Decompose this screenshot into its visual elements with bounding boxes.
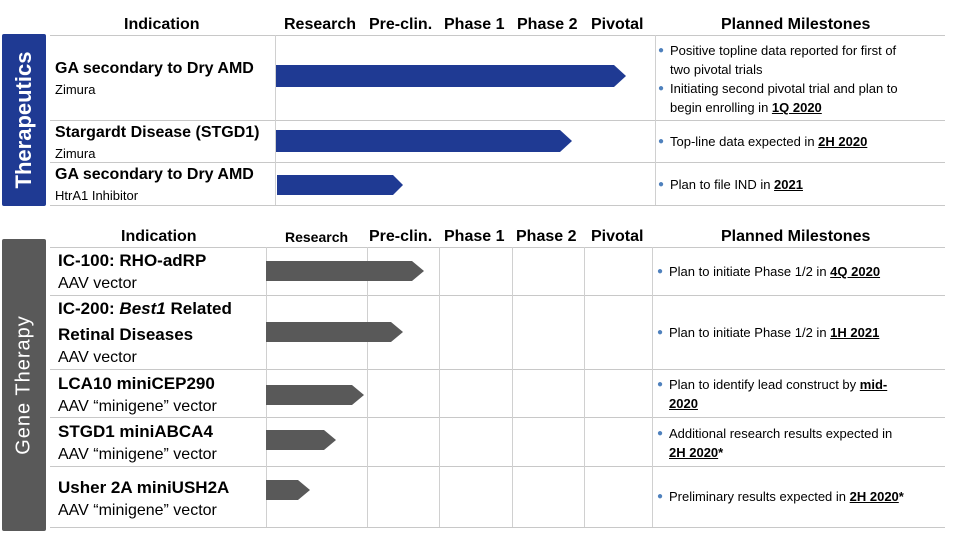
divider <box>50 369 945 370</box>
indication-subtitle: AAV “minigene” vector <box>58 502 217 519</box>
progress-arrow <box>266 385 364 405</box>
therapeutics-pivotal-header: Pivotal <box>591 16 644 33</box>
milestone-date: 2H 2020 <box>849 489 899 504</box>
gene-phase1-header: Phase 1 <box>444 228 505 245</box>
indication-subtitle: Zimura <box>55 146 96 161</box>
milestone-item: ● Plan to identify lead construct by mid… <box>657 377 888 411</box>
gene-milestones-header: Planned Milestones <box>721 228 871 245</box>
bullet-icon: ● <box>657 491 664 502</box>
indication-title: Usher 2A miniUSH2A <box>58 478 230 497</box>
divider <box>50 295 945 296</box>
indication-subtitle: AAV “minigene” vector <box>58 398 217 415</box>
indication-title: Stargardt Disease (STGD1) <box>55 124 260 141</box>
bullet-icon: ● <box>658 83 665 94</box>
bullet-icon: ● <box>657 428 664 439</box>
divider <box>439 247 440 527</box>
gene-indication-header: Indication <box>121 228 197 245</box>
therapeutics-section-label: Therapeutics <box>2 34 46 206</box>
bullet-icon: ● <box>658 136 665 147</box>
divider <box>50 120 945 121</box>
therapeutics-phase1-header: Phase 1 <box>444 16 505 33</box>
indication-title: IC-100: RHO-adRP <box>58 251 207 270</box>
divider <box>50 247 945 248</box>
indication-title: GA secondary to Dry AMD <box>55 166 254 183</box>
indication-title: GA secondary to Dry AMD <box>55 60 254 77</box>
milestone-date: mid- <box>859 377 888 392</box>
divider <box>512 247 513 527</box>
divider <box>50 35 945 36</box>
therapeutics-preclin-header: Pre-clin. <box>369 16 433 33</box>
progress-arrow <box>266 480 310 500</box>
bullet-icon: ● <box>658 179 665 190</box>
divider <box>652 247 653 527</box>
therapeutics-phase2-header: Phase 2 <box>517 16 578 33</box>
bullet-icon: ● <box>657 327 664 338</box>
bullet-icon: ● <box>657 266 664 277</box>
indication-title: LCA10 miniCEP290 <box>58 374 215 393</box>
milestone-item: ● Top-line data expected in 2H 2020 <box>658 134 868 149</box>
gene-preclin-header: Pre-clin. <box>369 228 433 245</box>
indication-title: IC-200: Best1 Related <box>58 299 232 318</box>
milestone-item: ● Positive topline data reported for fir… <box>658 43 897 77</box>
divider <box>367 247 368 527</box>
milestone-item: ● Preliminary results expected in 2H 202… <box>657 489 904 504</box>
gene-research-header: Research <box>285 229 349 245</box>
therapeutics-indication-header: Indication <box>124 16 200 33</box>
milestone-date: 2020 <box>669 396 698 411</box>
progress-arrow <box>266 261 424 281</box>
gene-phase2-header: Phase 2 <box>516 228 577 245</box>
gene-therapy-section-label: Gene Therapy <box>2 239 46 531</box>
divider <box>50 205 945 206</box>
bullet-icon: ● <box>657 379 664 390</box>
indication-subtitle: AAV vector <box>58 275 137 292</box>
therapeutics-milestones-header: Planned Milestones <box>721 16 871 33</box>
progress-arrow <box>266 322 403 342</box>
indication-subtitle: AAV vector <box>58 349 137 366</box>
indication-subtitle: HtrA1 Inhibitor <box>55 188 139 203</box>
milestone-item: ● Initiating second pivotal trial and pl… <box>658 81 898 115</box>
progress-arrow <box>266 430 336 450</box>
divider <box>275 35 276 205</box>
milestone-date: 1H 2021 <box>830 325 880 340</box>
gene-pivotal-header: Pivotal <box>591 228 644 245</box>
milestone-date: 2H 2020 <box>669 445 719 460</box>
divider <box>50 417 945 418</box>
milestone-item: ● Plan to file IND in 2021 <box>658 177 803 192</box>
therapeutics-research-header: Research <box>284 16 357 33</box>
milestone-date: 4Q 2020 <box>830 264 881 279</box>
divider <box>655 35 656 205</box>
milestone-date: 2021 <box>774 177 803 192</box>
indication-subtitle: AAV “minigene” vector <box>58 446 217 463</box>
milestone-item: ● Plan to initiate Phase 1/2 in 1H 2021 <box>657 325 880 340</box>
divider <box>50 162 945 163</box>
divider <box>50 466 945 467</box>
divider <box>584 247 585 527</box>
divider <box>50 527 945 528</box>
milestone-item: ● Plan to initiate Phase 1/2 in 4Q 2020 <box>657 264 881 279</box>
indication-title-line2: Retinal Diseases <box>58 325 194 344</box>
progress-arrow <box>276 65 626 87</box>
indication-title: STGD1 miniABCA4 <box>58 422 213 441</box>
indication-subtitle: Zimura <box>55 82 96 97</box>
milestone-date: 2H 2020 <box>818 134 868 149</box>
milestone-item: ● Additional research results expected i… <box>657 426 893 460</box>
progress-arrow <box>276 130 572 152</box>
milestone-date: 1Q 2020 <box>771 100 822 115</box>
bullet-icon: ● <box>658 45 665 56</box>
progress-arrow <box>277 175 403 195</box>
